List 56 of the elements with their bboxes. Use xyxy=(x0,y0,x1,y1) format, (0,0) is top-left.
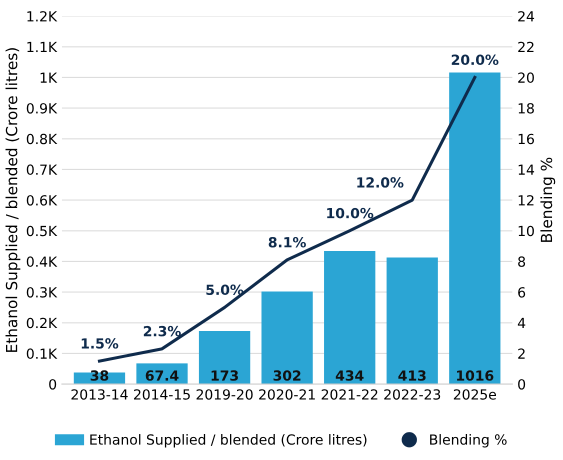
y2-axis-title: Blending % xyxy=(540,158,556,242)
bar xyxy=(449,72,500,384)
y-tick-label: 1K xyxy=(40,72,58,83)
y2-tick-label: 8 xyxy=(518,256,526,267)
y2-tick-label: 18 xyxy=(518,103,534,114)
y-tick-label: 0 xyxy=(49,379,56,390)
x-tick-label: 2019-20 xyxy=(196,389,253,400)
y-tick-label: 0.1K xyxy=(26,348,58,359)
data-label: 12.0% xyxy=(357,177,404,188)
bar xyxy=(261,291,313,384)
y2-tick-label: 16 xyxy=(518,134,534,144)
data-label: 434 xyxy=(336,370,364,381)
data-label: 20.0% xyxy=(452,54,498,66)
data-label: 67.4 xyxy=(146,370,179,381)
data-label: 10.0% xyxy=(327,208,374,218)
x-tick-label: 2022-23 xyxy=(384,389,440,400)
y-tick-label: 0.8K xyxy=(26,134,58,144)
y-tick-label: 0.6K xyxy=(26,195,58,206)
y-tick-label: 0.7K xyxy=(26,164,58,175)
y-tick-label: 0.5K xyxy=(26,226,58,236)
y2-tick-label: 14 xyxy=(518,164,534,175)
y-tick-label: 1.2K xyxy=(27,11,58,22)
x-tick-label: 2013-14 xyxy=(71,389,128,400)
y2-tick-label: 12 xyxy=(518,195,534,206)
x-tick-label: 2020-21 xyxy=(259,389,315,400)
y2-tick-label: 0 xyxy=(518,379,526,390)
data-label: 1.5% xyxy=(82,338,118,349)
bar xyxy=(386,257,438,384)
x-tick-label: 2014-15 xyxy=(134,389,190,400)
data-label: 5.0% xyxy=(206,284,244,296)
data-label: 413 xyxy=(398,370,426,381)
y-tick-label: 0.3K xyxy=(26,287,58,298)
bar xyxy=(324,251,376,384)
data-label: 38 xyxy=(90,370,108,381)
data-label: 2.3% xyxy=(144,326,181,336)
data-label: 1016 xyxy=(457,370,494,381)
legend-label: Ethanol Supplied / blended (Crore litres) xyxy=(90,434,366,448)
x-tick-label: 2025e xyxy=(454,389,496,400)
y-tick-label: 1.1K xyxy=(27,42,58,52)
x-tick-label: 2021-22 xyxy=(322,389,378,400)
y-tick-label: 0.4K xyxy=(26,256,58,267)
legend-label: Blending % xyxy=(430,434,507,448)
y-axis-title: Ethanol Supplied / blended (Crore litres) xyxy=(6,48,20,352)
y2-tick-label: 2 xyxy=(518,348,525,359)
data-label: 8.1% xyxy=(268,236,306,248)
y-tick-label: 0.9K xyxy=(26,103,58,114)
y-tick-label: 0.2K xyxy=(26,318,58,328)
data-label: 302 xyxy=(274,370,300,381)
y2-tick-label: 6 xyxy=(518,287,526,298)
bar xyxy=(198,331,250,384)
y2-tick-label: 10 xyxy=(518,226,534,236)
y2-tick-label: 22 xyxy=(518,42,534,52)
y2-tick-label: 20 xyxy=(518,72,534,83)
y2-tick-label: 24 xyxy=(518,11,534,22)
data-label: 173 xyxy=(212,370,238,381)
y2-tick-label: 4 xyxy=(518,318,526,328)
